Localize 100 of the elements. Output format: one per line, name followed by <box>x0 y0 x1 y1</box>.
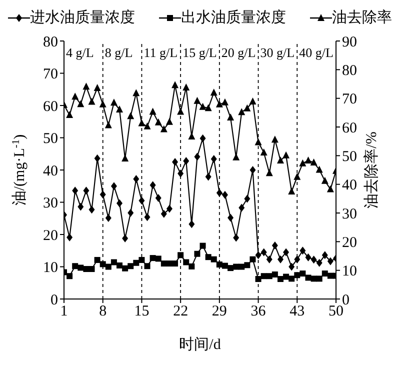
point <box>304 156 312 164</box>
point <box>77 100 84 108</box>
x-tick-label: 29 <box>212 304 227 320</box>
point <box>127 112 134 120</box>
x-tick-label: 43 <box>290 304 305 320</box>
point <box>294 272 300 278</box>
point <box>160 125 168 132</box>
y2-tick-label: 90 <box>342 34 357 50</box>
point <box>250 166 256 174</box>
point <box>194 96 201 104</box>
point <box>283 248 290 256</box>
point <box>160 210 167 218</box>
point <box>94 84 101 92</box>
point <box>177 108 184 115</box>
legend-label: 油去除率 <box>332 8 392 27</box>
annotation: 40 g/L <box>299 45 334 60</box>
point <box>266 169 273 176</box>
legend-label: 进水油质量浓度 <box>30 8 135 27</box>
point <box>122 154 129 162</box>
y-tick-label: 50 <box>43 131 58 148</box>
point <box>288 188 296 194</box>
point <box>222 262 228 269</box>
y2-tick-label: 70 <box>342 92 357 108</box>
y2-tick-label: 80 <box>342 62 357 79</box>
point <box>144 122 151 130</box>
y-tick-label: 0 <box>50 292 58 308</box>
point <box>305 274 312 281</box>
point <box>138 196 145 205</box>
point <box>194 152 200 161</box>
point <box>227 114 234 121</box>
point <box>72 186 78 195</box>
point <box>260 273 267 280</box>
point <box>299 159 306 166</box>
point <box>210 155 217 164</box>
point <box>100 261 106 268</box>
point <box>238 108 246 116</box>
point <box>200 242 206 249</box>
point <box>271 136 278 143</box>
point <box>132 89 140 96</box>
point <box>100 190 106 199</box>
point <box>66 233 73 242</box>
point <box>116 106 124 113</box>
point <box>221 98 228 106</box>
point <box>155 194 162 202</box>
point <box>183 259 190 266</box>
point <box>133 175 140 184</box>
point <box>300 246 306 255</box>
point <box>321 176 328 184</box>
y-tick-label: 60 <box>43 98 58 115</box>
point <box>72 263 78 270</box>
point <box>249 97 256 104</box>
y2-tick-label: 40 <box>342 178 357 194</box>
point <box>316 258 322 267</box>
point <box>150 181 156 190</box>
y2-tick-label: 0 <box>342 292 350 308</box>
point <box>66 110 74 118</box>
y-tick-label: 20 <box>43 228 58 244</box>
point <box>244 194 250 203</box>
point <box>116 199 123 208</box>
x-axis-title: 时间/d <box>179 336 222 353</box>
point <box>110 259 117 266</box>
point <box>183 156 190 165</box>
point <box>94 154 100 162</box>
point <box>272 271 278 278</box>
point <box>222 190 228 199</box>
point <box>110 98 118 106</box>
x-tick-label: 22 <box>173 304 188 320</box>
point <box>138 119 146 126</box>
y-tick-label: 70 <box>43 66 58 83</box>
point <box>244 104 251 112</box>
point <box>254 138 262 146</box>
y2-axis-title: 油去除率/% <box>363 132 380 208</box>
point <box>210 88 218 96</box>
point <box>272 241 278 250</box>
point <box>316 166 323 173</box>
point <box>116 262 123 268</box>
point <box>94 256 100 263</box>
point <box>327 272 334 279</box>
annotation: 30 g/L <box>260 45 295 60</box>
point <box>144 213 150 222</box>
x-tick-label: 8 <box>99 304 107 320</box>
point <box>310 158 318 166</box>
point <box>205 172 212 181</box>
annotation: 4 g/L <box>66 45 94 60</box>
point <box>105 214 112 222</box>
point <box>266 255 272 264</box>
point <box>188 263 195 270</box>
point <box>238 204 245 212</box>
point <box>216 188 222 197</box>
annotation: 11 g/L <box>144 45 178 60</box>
point <box>178 170 184 178</box>
point <box>166 204 172 213</box>
x-tick-label: 50 <box>328 304 344 320</box>
point <box>322 270 328 277</box>
y-tick-label: 40 <box>43 163 58 180</box>
point <box>228 265 234 272</box>
legend-label: 出水油质量浓度 <box>181 8 286 27</box>
point <box>83 186 90 195</box>
point <box>149 108 156 115</box>
point <box>233 234 240 242</box>
